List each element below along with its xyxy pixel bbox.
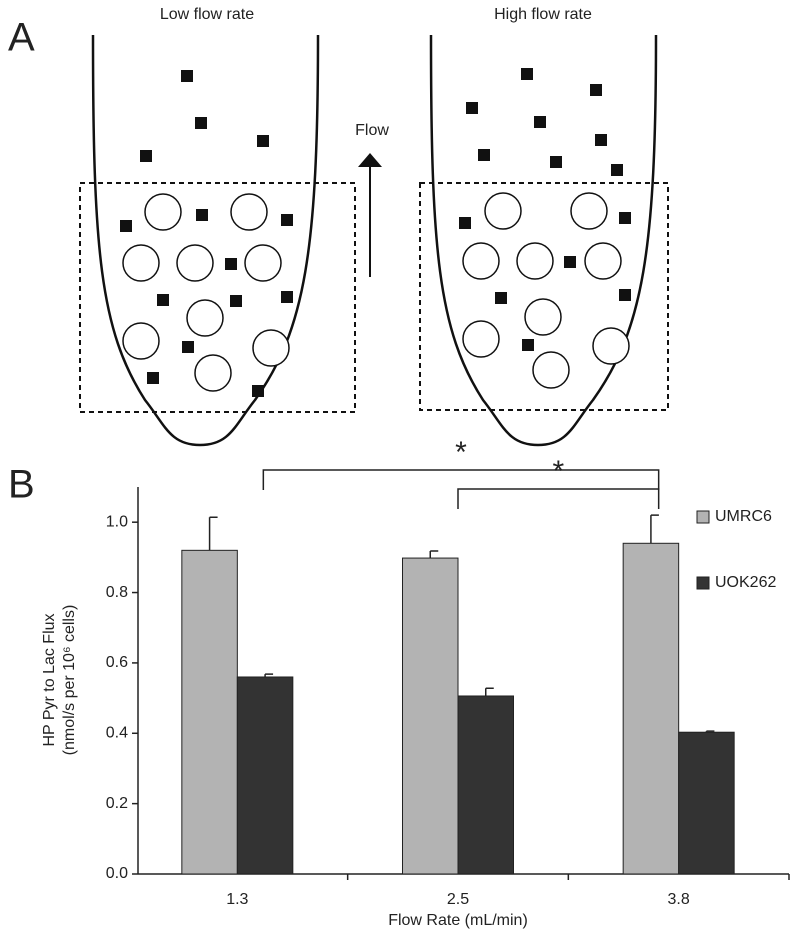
panel-label: A	[8, 16, 35, 60]
molecule	[281, 291, 293, 303]
legend-swatch	[696, 510, 710, 524]
tube	[429, 34, 658, 447]
cell	[122, 244, 160, 282]
dashed-box	[419, 182, 669, 411]
y-tick-label: 0.4	[106, 724, 128, 741]
cell	[462, 242, 500, 280]
panel-b: B	[8, 463, 35, 507]
y-tick-label: 0.0	[106, 865, 128, 882]
cell	[532, 351, 570, 389]
molecule	[140, 150, 152, 162]
cell	[584, 242, 622, 280]
error-bar	[208, 516, 218, 551]
cell	[252, 329, 290, 367]
y-axis-label: HP Pyr to Lac Flux	[41, 613, 58, 746]
cell	[244, 244, 282, 282]
molecule	[230, 295, 242, 307]
bar	[457, 695, 514, 875]
tube	[91, 34, 320, 447]
cell	[144, 193, 182, 231]
x-tick-label: 3.8	[668, 891, 690, 908]
y-tick-label: 0.6	[106, 654, 128, 671]
arrow-head	[358, 153, 382, 167]
molecule	[147, 372, 159, 384]
y-tick-label: 1.0	[106, 513, 128, 530]
error-bar	[264, 673, 274, 677]
y-axis-label: (nmol/s per 10⁶ cells)	[61, 605, 78, 756]
y-tick-label: 0.8	[106, 584, 128, 601]
x-tick-label: 2.5	[447, 891, 469, 908]
molecule	[182, 341, 194, 353]
cells	[120, 68, 631, 397]
significance-bracket	[262, 469, 660, 490]
molecule	[495, 292, 507, 304]
molecule	[522, 339, 534, 351]
molecule	[611, 164, 623, 176]
molecule	[466, 102, 478, 114]
molecule	[619, 212, 631, 224]
molecule	[590, 84, 602, 96]
x-axis-label: Flow Rate (mL/min)	[388, 912, 528, 929]
y-tick-label: 0.2	[106, 795, 128, 812]
cell	[194, 354, 232, 392]
cell	[462, 320, 500, 358]
molecule	[478, 149, 490, 161]
cell	[524, 298, 562, 336]
error-bar	[650, 514, 659, 544]
molecule	[619, 289, 631, 301]
molecule	[550, 156, 562, 168]
molecule	[534, 116, 546, 128]
molecule	[595, 134, 607, 146]
molecule	[157, 294, 169, 306]
cell	[230, 193, 268, 231]
legend-swatch	[696, 576, 710, 590]
molecule	[257, 135, 269, 147]
molecule	[225, 258, 237, 270]
molecule	[459, 217, 471, 229]
molecule	[521, 68, 533, 80]
bar	[678, 731, 735, 875]
cell	[484, 192, 522, 230]
molecule	[120, 220, 132, 232]
molecule	[564, 256, 576, 268]
bar	[402, 557, 459, 875]
panel-label: B	[8, 463, 35, 507]
legend-label: UMRC6	[715, 508, 772, 525]
significance-bracket	[457, 488, 660, 509]
molecule	[196, 209, 208, 221]
significance-label: *	[455, 436, 467, 469]
molecule	[181, 70, 193, 82]
cell	[176, 244, 214, 282]
right-title: High flow rate	[494, 6, 592, 23]
cell	[122, 322, 160, 360]
error-bar	[429, 550, 439, 559]
dashed-box	[79, 182, 356, 413]
significance-label: *	[552, 455, 564, 488]
molecule	[281, 214, 293, 226]
molecule	[195, 117, 207, 129]
legend-label: UOK262	[715, 574, 776, 591]
arrow-label: Flow	[355, 122, 389, 139]
left-title: Low flow rate	[160, 6, 254, 23]
cell	[516, 242, 554, 280]
cell	[186, 299, 224, 337]
bar	[622, 542, 680, 875]
x-tick-label: 1.3	[226, 891, 248, 908]
bar	[236, 676, 294, 875]
error-bar	[485, 687, 494, 696]
bar	[181, 549, 238, 875]
cell	[592, 327, 630, 365]
molecule	[252, 385, 264, 397]
panel-a: A Low flow rate High flow rate Flow	[8, 6, 669, 447]
cell	[570, 192, 608, 230]
error-bar	[705, 730, 715, 733]
